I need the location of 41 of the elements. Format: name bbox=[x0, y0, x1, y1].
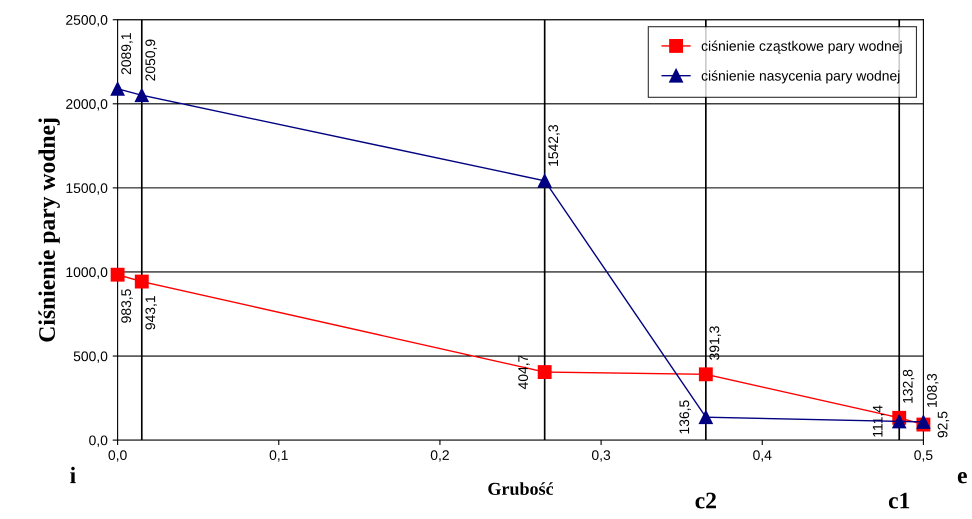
text: i bbox=[70, 466, 76, 484]
data-label: 132,8 bbox=[902, 370, 914, 403]
point bbox=[538, 174, 552, 188]
ref-line-label: c1 bbox=[888, 492, 910, 509]
legend-label: ciśnienie nasycenia pary wodnej bbox=[702, 70, 900, 84]
y-tick-label: 2500,0 bbox=[66, 15, 108, 27]
point bbox=[892, 414, 906, 428]
point bbox=[916, 414, 930, 429]
point bbox=[110, 82, 125, 96]
x-tick-label: 0,4 bbox=[753, 450, 772, 462]
y-axis-title: Ciśnienie pary wodnej bbox=[38, 118, 60, 342]
data-label: 404,7 bbox=[518, 355, 530, 390]
ref-line-label: c2 bbox=[696, 492, 716, 509]
x-tick-label: 0,1 bbox=[270, 450, 288, 462]
data-label: 983,5 bbox=[121, 289, 133, 323]
x-tick-label: 0,3 bbox=[592, 450, 610, 462]
point bbox=[538, 365, 552, 380]
point bbox=[134, 274, 149, 288]
data-label: 92,5 bbox=[938, 412, 950, 438]
point bbox=[134, 88, 149, 102]
y-tick-label: 2000,0 bbox=[66, 99, 108, 111]
point bbox=[698, 410, 713, 424]
x-tick-label: 0,0 bbox=[108, 450, 127, 462]
y-tick-label: 0,0 bbox=[89, 435, 108, 447]
data-label: 2089,1 bbox=[121, 33, 133, 74]
y-tick-label: 1500,0 bbox=[66, 183, 108, 195]
text: e bbox=[958, 472, 967, 484]
data-label: 2050,9 bbox=[145, 40, 157, 81]
data-label: 943,1 bbox=[145, 296, 157, 330]
point bbox=[110, 268, 125, 282]
legend-label: ciśnienie cząstkowe pary wodnej bbox=[702, 40, 902, 54]
data-label: 136,5 bbox=[679, 400, 691, 434]
y-tick-label: 500,0 bbox=[74, 351, 108, 363]
data-label: 108,3 bbox=[927, 374, 938, 407]
x-axis-title: Grubość bbox=[488, 482, 554, 495]
data-label: 1542,3 bbox=[548, 125, 560, 166]
x-tick-label: 0,2 bbox=[430, 450, 449, 462]
x-tick-label: 0,5 bbox=[914, 450, 932, 462]
y-tick-label: 1000,0 bbox=[66, 267, 108, 279]
point bbox=[698, 367, 713, 382]
data-label: 391,3 bbox=[709, 326, 721, 360]
